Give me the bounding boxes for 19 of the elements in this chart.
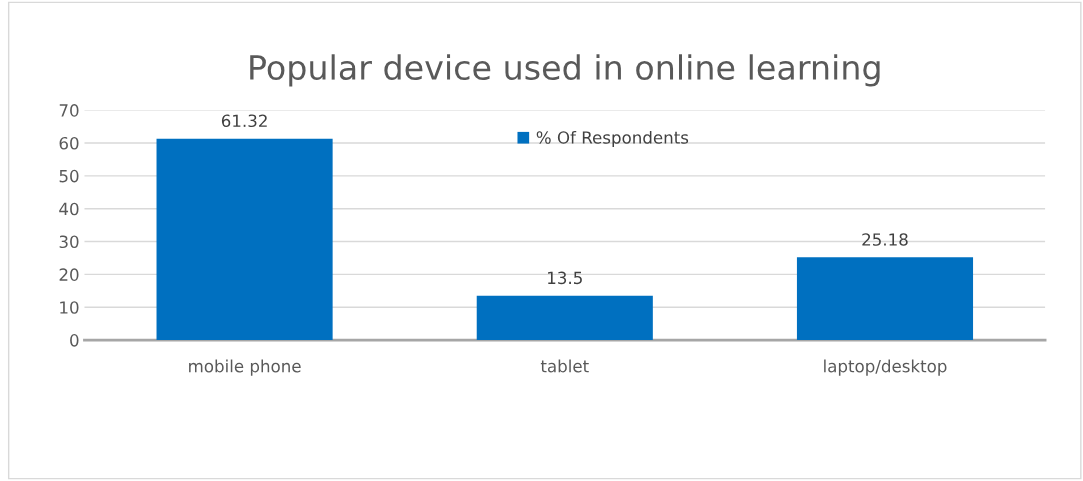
data-label: 25.18 xyxy=(862,233,908,246)
data-label: 61.32 xyxy=(221,114,267,128)
x-tick-label: laptop/desktop xyxy=(824,359,947,376)
y-tick-label: 50 xyxy=(59,169,79,183)
bar xyxy=(796,257,974,341)
y-tick-label: 60 xyxy=(59,136,79,150)
x-tick-label: mobile phone xyxy=(189,359,301,376)
data-label: 13.5 xyxy=(548,271,582,285)
y-tick-label: 20 xyxy=(59,268,79,281)
bar xyxy=(156,138,333,341)
y-tick-label: 40 xyxy=(59,202,79,216)
x-tick-label: tablet xyxy=(540,359,589,373)
y-tick-label: 70 xyxy=(59,104,79,117)
y-tick-label: 10 xyxy=(60,301,79,314)
legend-label: % Of Respondents xyxy=(536,130,689,148)
y-tick-label: 0 xyxy=(70,334,79,347)
y-tick-label: 30 xyxy=(59,235,79,249)
chart-title: Popular device used in online learning xyxy=(250,54,880,87)
bar xyxy=(476,295,653,341)
